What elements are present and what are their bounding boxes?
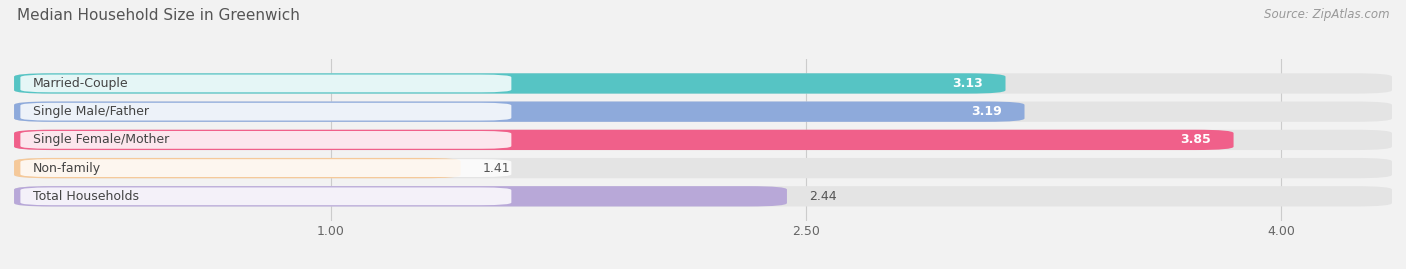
FancyBboxPatch shape <box>14 101 1392 122</box>
FancyBboxPatch shape <box>14 130 1392 150</box>
FancyBboxPatch shape <box>14 186 1392 207</box>
FancyBboxPatch shape <box>21 75 512 92</box>
FancyBboxPatch shape <box>21 103 512 121</box>
FancyBboxPatch shape <box>14 158 1392 178</box>
FancyBboxPatch shape <box>14 101 1025 122</box>
FancyBboxPatch shape <box>21 187 512 205</box>
FancyBboxPatch shape <box>14 73 1005 94</box>
Text: Single Female/Mother: Single Female/Mother <box>34 133 169 146</box>
Text: Single Male/Father: Single Male/Father <box>34 105 149 118</box>
FancyBboxPatch shape <box>14 186 787 207</box>
Text: Married-Couple: Married-Couple <box>34 77 129 90</box>
Text: 3.19: 3.19 <box>972 105 1002 118</box>
Text: Non-family: Non-family <box>34 162 101 175</box>
Text: 3.13: 3.13 <box>953 77 983 90</box>
Text: Total Households: Total Households <box>34 190 139 203</box>
Text: 2.44: 2.44 <box>808 190 837 203</box>
FancyBboxPatch shape <box>14 158 461 178</box>
FancyBboxPatch shape <box>21 131 512 149</box>
Text: Source: ZipAtlas.com: Source: ZipAtlas.com <box>1264 8 1389 21</box>
FancyBboxPatch shape <box>14 130 1233 150</box>
Text: 1.41: 1.41 <box>482 162 510 175</box>
FancyBboxPatch shape <box>14 73 1392 94</box>
Text: 3.85: 3.85 <box>1181 133 1212 146</box>
FancyBboxPatch shape <box>21 159 512 177</box>
Text: Median Household Size in Greenwich: Median Household Size in Greenwich <box>17 8 299 23</box>
